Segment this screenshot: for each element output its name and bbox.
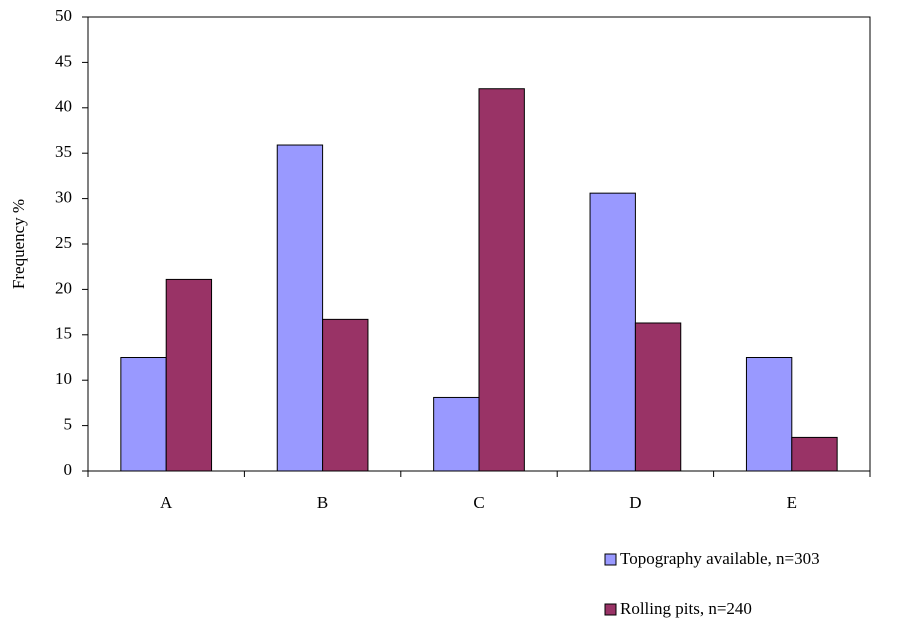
x-tick-label: A [160,493,173,512]
x-tick-label: C [473,493,484,512]
bar [478,88,525,472]
x-tick-label: B [317,493,328,512]
bar [120,357,167,472]
bar [745,357,793,472]
y-tick-label: 30 [55,188,72,207]
bar [791,436,838,472]
y-tick-label: 25 [55,233,72,252]
bar [589,192,636,472]
y-tick-label: 5 [64,415,73,434]
legend-label: Rolling pits, n=240 [620,599,752,618]
y-axis-label: Frequency % [9,199,28,289]
bar [165,278,213,472]
bar [322,318,369,472]
x-tick-label: D [629,493,641,512]
legend-label: Topography available, n=303 [620,549,820,568]
y-tick-label: 10 [55,369,72,388]
legend-swatch [604,553,617,566]
y-tick-label: 0 [64,460,73,479]
y-tick-label: 15 [55,324,72,343]
y-tick-label: 35 [55,142,72,161]
bar [433,396,480,472]
y-tick-label: 45 [55,51,72,70]
bar [276,144,324,472]
x-tick-label: E [787,493,797,512]
y-tick-label: 50 [55,6,72,25]
legend-swatch [604,603,617,616]
bar [634,322,682,472]
y-tick-label: 20 [55,278,72,297]
y-tick-label: 40 [55,97,72,116]
